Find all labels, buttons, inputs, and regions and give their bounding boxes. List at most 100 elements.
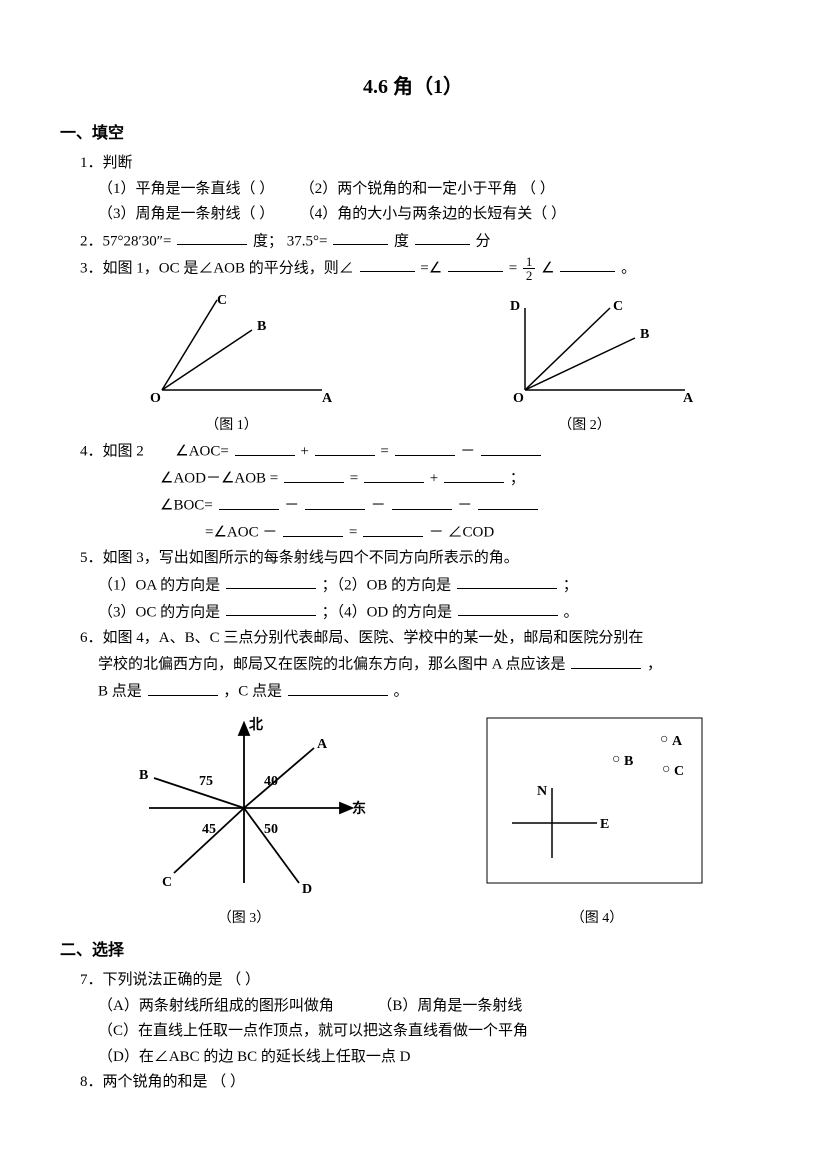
- blank: [448, 255, 503, 273]
- blank: [305, 492, 365, 510]
- blank: [284, 465, 344, 483]
- q4-line3: ∠BOC= － － －: [160, 492, 766, 519]
- blank: [395, 438, 455, 456]
- q1-number: 1．判断: [80, 151, 766, 177]
- q1-row1: （1）平角是一条直线（ ） （2）两个锐角的和一定小于平角 （ ）: [98, 177, 766, 203]
- q8-num: 8．两个锐角的和是 （ ）: [80, 1070, 766, 1096]
- q4-l2a: ∠AOD－∠AOB =: [160, 471, 278, 487]
- blank: [444, 465, 504, 483]
- lbl-A: A: [317, 737, 328, 752]
- lbl-B: B: [139, 768, 148, 783]
- figure-row-2: 北 东 A B C D 40 75 45 50 （图 3） N E: [60, 713, 766, 931]
- q7-c: （C）在直线上任取一点作顶点，就可以把这条直线看做一个平角: [98, 1019, 766, 1045]
- blank: [392, 492, 452, 510]
- blank: [226, 599, 316, 617]
- q5-a: （1）OA 的方向是: [98, 577, 220, 593]
- q5-row2: （3）OC 的方向是 ；（4）OD 的方向是 。: [98, 599, 766, 626]
- lbl-circ: ○: [612, 752, 620, 767]
- q6-period: 。: [394, 684, 409, 700]
- q3-eq1: =∠: [420, 260, 442, 276]
- q2-num: 2．57°28′30″=: [80, 233, 172, 249]
- lbl-C: C: [162, 875, 172, 890]
- blank: [283, 519, 343, 537]
- blank: [478, 492, 538, 510]
- lbl-O: O: [150, 391, 161, 406]
- q4-num: 4．如图 2: [80, 444, 144, 460]
- q4-l4a: =∠AOC －: [205, 525, 281, 541]
- q7-ab: （A）两条射线所组成的图形叫做角 （B）周角是一条射线: [98, 994, 766, 1020]
- figure-4: N E ○ A ○ B ○ C （图 4）: [482, 713, 712, 931]
- figure-4-caption: （图 4）: [482, 907, 712, 931]
- lbl-O: O: [513, 391, 524, 406]
- q6-l3row: B 点是 ，C 点是 。: [98, 678, 766, 705]
- q4-eq: =: [380, 444, 392, 460]
- figure-row-1: O A B C （图 1） O A B C D （图 2）: [60, 290, 766, 438]
- figure-1: O A B C （图 1）: [122, 290, 342, 438]
- q4-head: 4．如图 2 ∠AOC= + = －: [80, 438, 766, 465]
- q2-deg2: 度: [394, 233, 409, 249]
- q4-minus: －: [457, 498, 476, 514]
- figure-2-svg: O A B C D: [465, 290, 705, 410]
- lbl-north: 北: [249, 717, 263, 733]
- lbl-A: A: [672, 734, 683, 749]
- lbl-circ: ○: [662, 762, 670, 777]
- q3-end: 。: [621, 260, 636, 276]
- q6-comma: ，: [647, 657, 662, 673]
- lbl-C: C: [217, 293, 227, 308]
- lbl-45: 45: [202, 822, 216, 837]
- q3-eq2: =: [509, 260, 517, 276]
- q1-row2: （3）周角是一条射线（ ） （4）角的大小与两条边的长短有关（ ）: [98, 202, 766, 228]
- figure-2: O A B C D （图 2）: [465, 290, 705, 438]
- q1-b: （2）两个锐角的和一定小于平角 （ ）: [300, 181, 555, 197]
- lbl-B: B: [257, 319, 266, 334]
- blank: [560, 255, 615, 273]
- fraction-half: 12: [523, 255, 536, 282]
- figure-3: 北 东 A B C D 40 75 45 50 （图 3）: [114, 713, 374, 931]
- q5-period: 。: [564, 604, 579, 620]
- blank: [148, 678, 218, 696]
- blank: [288, 678, 388, 696]
- lbl-B: B: [640, 327, 649, 342]
- q7-num: 7．下列说法正确的是 （ ）: [80, 968, 766, 994]
- q4-plus: +: [300, 444, 308, 460]
- figure-1-caption: （图 1）: [122, 414, 342, 438]
- q4-minus: －: [460, 444, 479, 460]
- q6-l2: 学校的北偏西方向，邮局又在医院的北偏东方向，那么图中 A 点应该是: [98, 657, 566, 673]
- blank: [571, 651, 641, 669]
- q6-l3b: ，C 点是: [223, 684, 282, 700]
- q1-d: （4）角的大小与两条边的长短有关（ ）: [300, 206, 566, 222]
- q7-a: （A）两条射线所组成的图形叫做角: [98, 998, 334, 1014]
- blank: [315, 438, 375, 456]
- figure-3-caption: （图 3）: [114, 907, 374, 931]
- lbl-circ: ○: [660, 732, 668, 747]
- blank: [458, 599, 558, 617]
- blank: [360, 255, 415, 273]
- lbl-N: N: [537, 784, 547, 799]
- q4-line4: =∠AOC － = － ∠COD: [205, 519, 766, 546]
- blank: [219, 492, 279, 510]
- q3-num: 3．如图 1，OC 是∠AOB 的平分线，则∠: [80, 260, 354, 276]
- figure-4-svg: N E ○ A ○ B ○ C: [482, 713, 712, 903]
- lbl-50: 50: [264, 822, 278, 837]
- q4-plus: +: [430, 471, 438, 487]
- q3: 3．如图 1，OC 是∠AOB 的平分线，则∠ =∠ = 12 ∠ 。: [80, 255, 766, 283]
- page: 4.6 角（1） 一、填空 1．判断 （1）平角是一条直线（ ） （2）两个锐角…: [0, 0, 826, 1169]
- q5-semi: ；: [563, 577, 578, 593]
- lbl-east: 东: [352, 800, 366, 817]
- q6-l1: 6．如图 4，A、B、C 三点分别代表邮局、医院、学校中的某一处，邮局和医院分别…: [80, 626, 766, 652]
- blank: [177, 228, 247, 246]
- q4-line2: ∠AOD－∠AOB = = + ；: [160, 465, 766, 492]
- q4-l3a: ∠BOC=: [160, 498, 213, 514]
- lbl-E: E: [600, 817, 609, 832]
- q1-a: （1）平角是一条直线（ ）: [98, 181, 274, 197]
- q6-l2row: 学校的北偏西方向，邮局又在医院的北偏东方向，那么图中 A 点应该是 ，: [98, 651, 766, 678]
- q4-l1a: ∠AOC=: [175, 444, 229, 460]
- q4-semi: ；: [510, 471, 525, 487]
- q7-b: （B）周角是一条射线: [377, 998, 522, 1014]
- q2-deglabel: 度；: [253, 233, 283, 249]
- q5-num: 5．如图 3，写出如图所示的每条射线与四个不同方向所表示的角。: [80, 546, 766, 572]
- blank: [363, 519, 423, 537]
- q5-c: （3）OC 的方向是: [98, 604, 220, 620]
- section2-heading: 二、选择: [60, 937, 766, 964]
- blank: [333, 228, 388, 246]
